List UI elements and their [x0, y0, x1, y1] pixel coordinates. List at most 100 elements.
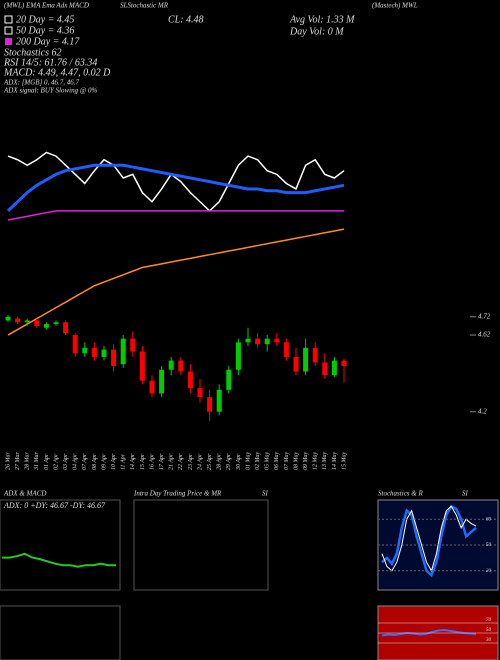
x-tick-label: 15 May	[341, 452, 347, 470]
stat: ADX: [MGB] 0, 46.7, 46.7	[3, 79, 80, 87]
x-tick-label: 17 Apr	[159, 453, 165, 470]
candle-body	[293, 356, 299, 372]
x-tick-label: 01 May	[245, 452, 251, 470]
candle-body	[322, 362, 328, 376]
x-tick-label: 03 Apr	[63, 453, 69, 470]
x-tick-label: 05 May	[265, 452, 271, 470]
x-tick-label: 02 May	[255, 452, 261, 470]
candle-body	[130, 338, 136, 352]
x-tick-label: 09 Apr	[101, 453, 107, 470]
x-tick-label: 24 Apr	[196, 453, 203, 470]
x-tick-label: 10 Apr	[111, 453, 117, 470]
candle-body	[15, 318, 21, 323]
x-tick-label: 02 Apr	[53, 453, 59, 470]
y-tick-label: 4.2	[478, 407, 487, 415]
panel	[0, 499, 121, 591]
x-tick-label: 11 Apr	[121, 453, 127, 470]
candle-body	[139, 351, 145, 381]
candle-body	[101, 349, 107, 357]
candle-body	[111, 349, 117, 367]
x-tick-label: 29 Apr	[226, 453, 232, 470]
panel-title: Stochastics & R	[378, 490, 423, 498]
candle-body	[149, 380, 155, 394]
x-tick-label: 16 Apr	[149, 453, 155, 470]
x-tick-label: 08 May	[293, 452, 299, 470]
panel	[133, 499, 269, 591]
candle-body	[331, 360, 337, 376]
x-tick-label: 21 Apr	[169, 453, 175, 470]
y-tick-label: 4.72	[478, 312, 491, 320]
candle-body	[5, 316, 11, 321]
y-tick-label: 80	[486, 517, 492, 522]
close-label: CL: 4.48	[168, 14, 204, 25]
candle-body	[24, 320, 30, 323]
x-tick-label: 08 Apr	[92, 453, 98, 470]
candle-body	[312, 347, 318, 363]
candle-body	[168, 360, 174, 370]
y-tick-label: 50	[486, 628, 492, 633]
candle-body	[159, 369, 165, 394]
day-vol: Day Vol: 0 M	[289, 26, 344, 37]
x-tick-label: 13 May	[322, 452, 328, 470]
x-tick-label: 12 May	[313, 452, 319, 470]
candle-body	[207, 397, 213, 412]
panel-title: ADX & MACD	[3, 490, 46, 498]
legend-swatch	[4, 15, 13, 24]
candle-body	[274, 338, 280, 343]
candle-body	[91, 347, 97, 357]
candle-body	[341, 360, 347, 367]
header: SLStochastic MR	[120, 2, 169, 10]
candle-body	[72, 335, 78, 354]
candle-body	[178, 360, 184, 372]
x-tick-label: 31 Mar	[34, 452, 40, 471]
candle-body	[43, 324, 49, 328]
line	[381, 504, 477, 578]
ema-label: 50 Day = 4.36	[16, 25, 74, 36]
stat: RSI 14/5: 61.76 / 63.34	[3, 57, 97, 68]
legend-swatch	[5, 38, 12, 45]
x-tick-label: 25 Apr	[207, 453, 213, 470]
candle-body	[187, 371, 193, 388]
line	[7, 151, 345, 212]
stat: Stochastics 62	[4, 47, 62, 58]
ema-label: 20 Day = 4.45	[16, 14, 74, 25]
x-tick-label: 15 Apr	[140, 453, 146, 470]
x-tick-label: 07 May	[284, 452, 290, 470]
candle-body	[82, 347, 88, 354]
stat: MACD: 4.49, 4.47, 0.02 D	[3, 67, 111, 78]
line	[6, 163, 345, 212]
header: (Mastech) MWL	[372, 2, 418, 10]
y-tick-label: 70	[486, 618, 492, 623]
x-tick-label: 28 Apr	[217, 453, 223, 470]
candle-body	[255, 338, 261, 345]
candle-body	[216, 389, 222, 412]
y-tick-label: 20	[486, 569, 492, 574]
y-tick-label: 30	[486, 638, 492, 643]
x-tick-label: 14 Apr	[129, 453, 136, 470]
legend-swatch	[4, 26, 13, 35]
panel	[0, 605, 121, 660]
line	[7, 210, 344, 221]
candle-body	[34, 320, 40, 326]
line	[2, 552, 116, 568]
x-tick-label: 09 May	[303, 452, 309, 470]
x-tick-label: 14 May	[331, 452, 338, 470]
candle-body	[264, 338, 270, 345]
candle-body	[63, 322, 69, 334]
panel-title: SI	[462, 490, 469, 498]
ema-label: 200 Day = 4.17	[16, 36, 80, 47]
x-tick-label: 30 Apr	[236, 453, 242, 471]
candle-body	[53, 322, 59, 325]
x-tick-label: 27 Mar	[15, 452, 21, 470]
candle-body	[235, 342, 241, 370]
line	[7, 228, 345, 336]
candle-body	[303, 347, 309, 372]
x-tick-label: 06 May	[274, 452, 280, 470]
x-tick-label: 07 Apr	[82, 453, 88, 470]
candle-body	[120, 338, 126, 365]
x-tick-label: 28 Mar	[25, 452, 31, 470]
panel-title: Intra Day Trading Price & MR	[133, 490, 222, 498]
y-tick-label: 50	[486, 543, 492, 548]
x-tick-label: 26 Mar	[5, 452, 11, 470]
